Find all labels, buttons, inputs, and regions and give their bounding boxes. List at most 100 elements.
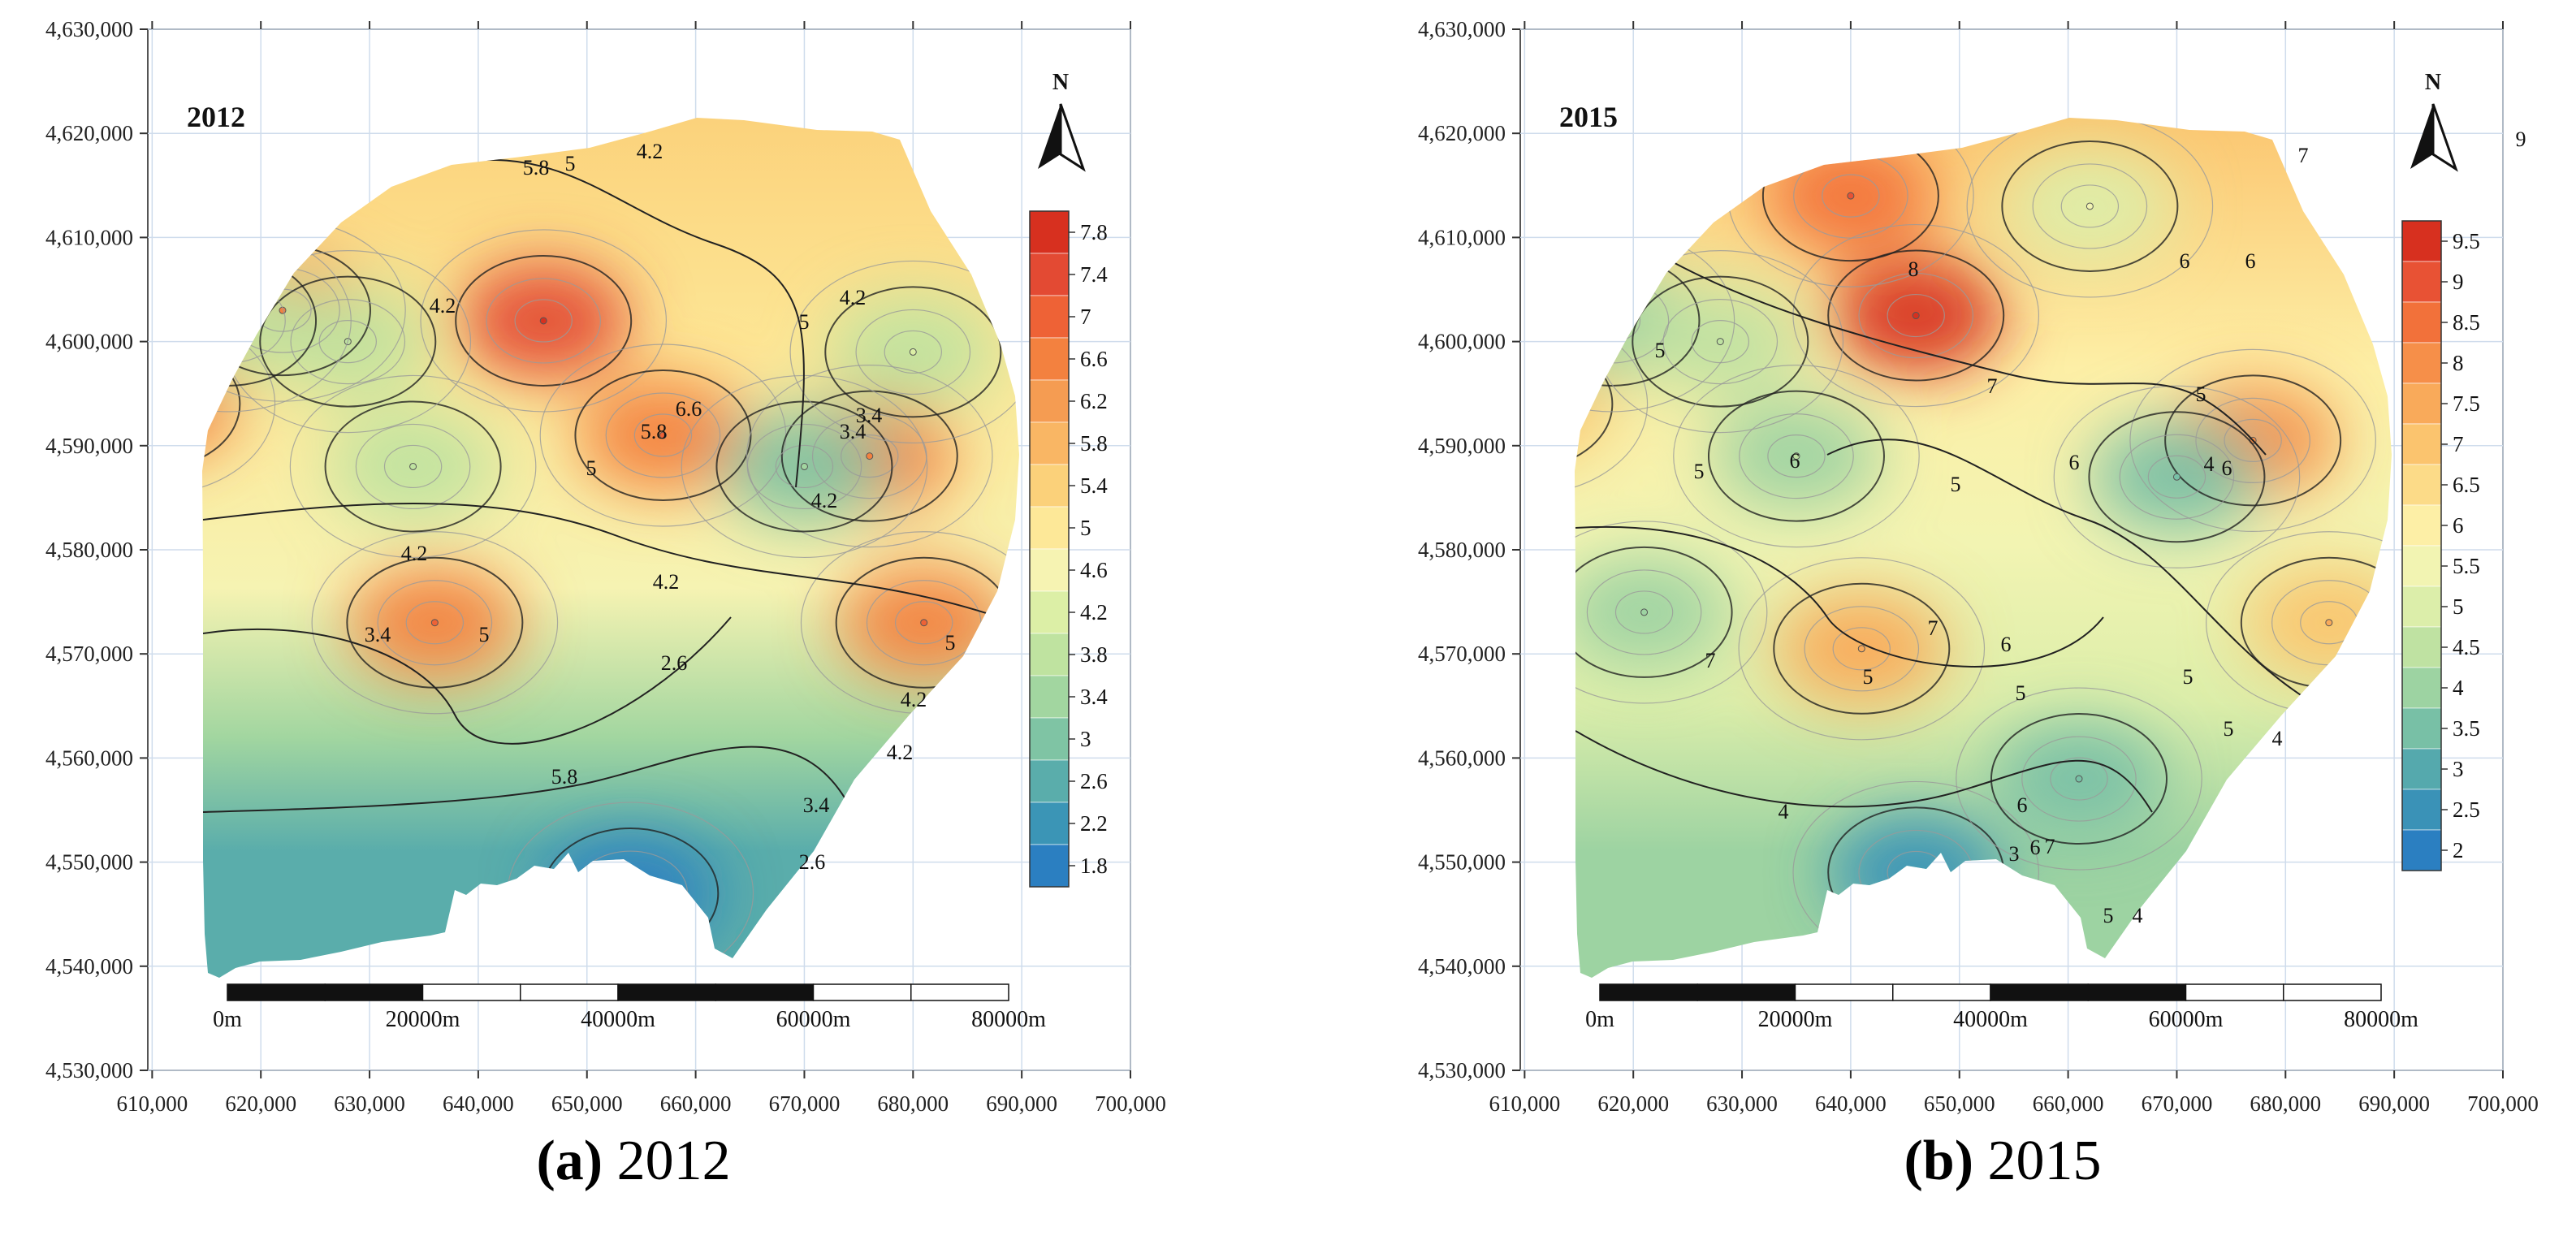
contour-label: 5 [2016,681,2026,705]
contour-ring [514,299,573,343]
contour-label: 6 [1790,449,1800,473]
x-tick-label: 660,000 [2033,1091,2104,1116]
y-tick-label: 4,560,000 [1418,745,1506,770]
north-arrow-icon [1038,103,1086,172]
contour-line [1575,525,2104,668]
scale-bar-label: 0m [213,1007,242,1032]
contour-ring [355,423,471,510]
x-tick-label: 610,000 [116,1091,188,1116]
panel-title: 2012 [187,101,245,133]
contour-ring [746,365,993,548]
contour-ring [1738,557,1986,741]
contour-ring [259,275,437,408]
colorbar-swatch [1029,210,1070,254]
colorbar-tick-label: 4.6 [1080,558,1108,582]
contour-ring [1739,413,1854,499]
y-tick-label: 4,600,000 [45,330,133,354]
colorbar-tick-label: 5.5 [2453,554,2480,578]
contour-line [1826,439,2372,732]
x-tick-label: 650,000 [1924,1091,1995,1116]
contour-ring [2053,385,2301,568]
contour-label: 5 [2183,665,2193,689]
colorbar-swatch [2401,667,2442,709]
contour-ring [2164,374,2342,507]
contour-label: 7 [2045,835,2055,858]
contour-label: 3.4 [856,404,883,427]
scale-bar: 0m 20000m 40000m 60000m 80000m [213,983,1046,1032]
contour-ring [2032,163,2148,249]
contour-label: 6.6 [676,397,702,421]
colorbar-tick-label: 4.2 [1080,600,1108,624]
contour-label: 3.4 [803,793,830,817]
contour-label: 4 [2204,452,2215,476]
scale-bar-segment [617,983,716,1001]
contour-line [454,158,805,488]
colorbar-tick-label: 7 [2453,432,2464,456]
hotspot-point [409,462,417,470]
scale-bar-label: 80000m [2344,1007,2418,1032]
contour-ring [2129,348,2376,532]
colorbar-swatch [2401,342,2442,384]
colorbar-swatch [2401,707,2442,750]
contour-label: 7 [2298,144,2309,167]
contour-label: 4.2 [840,286,867,309]
colorbar-tick-label: 4 [2453,676,2464,700]
x-tick-label: 700,000 [1095,1091,1166,1116]
colorbar-swatch [1029,844,1070,888]
scale-bar-label: 40000m [1953,1007,2028,1032]
scale-bar-label: 60000m [2149,1007,2224,1032]
colorbar-frame [1029,210,1070,888]
contour-ring [202,338,241,470]
contour-ring [202,312,276,496]
contour-ring [1804,606,1920,692]
y-tick-label: 4,550,000 [45,850,133,875]
colorbar-tick-label: 3 [1080,727,1091,751]
contour-ring [1887,293,1945,338]
x-tick-label: 690,000 [986,1091,1057,1116]
scale-bar-segment [1892,983,1991,1001]
contour-label: 5 [2196,382,2206,406]
colorbar-swatch [2401,423,2442,465]
north-arrow-right [2431,103,2458,172]
scale-bar-segment [910,983,1009,1001]
panel-2012: 610,000 620,000 630,000 640,000 650,000 660,0… [45,17,1166,1116]
contour-ring [2224,418,2282,462]
contour-label: 6 [2001,633,2012,656]
colorbar-tick-label: 3 [2453,757,2464,781]
colorbar-swatch [1029,464,1070,508]
hotspot-point [1716,338,1724,346]
contour-ring [2021,736,2137,822]
contour-label: 5 [945,631,956,655]
contour-ring [1827,249,2005,382]
hotspot-point [800,462,808,470]
contour-ring [405,601,465,645]
hotspot-point [909,348,917,356]
colorbar-tick-label: 7 [1080,305,1091,329]
contour-label: 6 [2245,249,2256,273]
colorbar-tick-label: 6.2 [1080,389,1108,413]
scale-bar-label: 80000m [971,1007,1046,1032]
y-tick-label: 4,540,000 [45,954,133,979]
scale-bar-label: 0m [1585,1007,1614,1032]
y-tick-label: 4,590,000 [45,434,133,458]
colorbar-tick-label: 6.6 [1080,347,1108,371]
contour-ring [715,400,893,533]
y-tick-label: 4,630,000 [45,17,133,41]
contour-ring [318,320,377,364]
y-tick-label: 4,580,000 [1418,538,1506,562]
contour-label: 5 [479,623,490,646]
contour-ring [1662,299,1779,385]
contour-ring [824,286,1002,418]
x-tick-label: 630,000 [1706,1091,1778,1116]
hotspot-point [1640,608,1649,616]
contour-ring [324,400,502,533]
contour-label: 4.2 [401,542,428,565]
contour-ring [780,390,958,522]
x-tick-label: 680,000 [877,1091,949,1116]
y-tick-label: 4,540,000 [1418,954,1506,979]
y-tick-label: 4,590,000 [1418,434,1506,458]
contour-ring [884,330,943,374]
colorbar-swatch [1029,379,1070,423]
contour-ring [1832,627,1891,671]
y-tick-label: 4,620,000 [1418,121,1506,145]
